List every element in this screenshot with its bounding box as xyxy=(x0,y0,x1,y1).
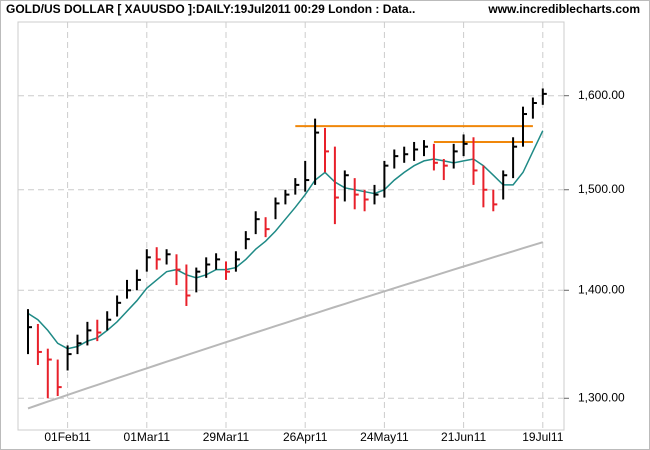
moving-average xyxy=(27,241,544,410)
source: www.incrediblecharts.com xyxy=(487,2,640,16)
x-tick-label: 01Mar11 xyxy=(124,430,171,444)
y-tick-label: 1,600.00 xyxy=(578,88,625,102)
x-tick-label: 21Jun11 xyxy=(441,430,486,444)
moving-average xyxy=(27,130,544,350)
x-tick-label: 19Jul11 xyxy=(522,430,563,444)
x-tick-label: 01Feb11 xyxy=(44,430,91,444)
x-tick-label: 29Mar11 xyxy=(203,430,250,444)
y-tick-label: 1,400.00 xyxy=(578,282,625,296)
chart-title: GOLD/US DOLLAR [ XAUUSDO ]:DAILY:19Jul20… xyxy=(6,2,415,16)
x-tick-label: 24May11 xyxy=(360,430,409,444)
y-tick-label: 1,500.00 xyxy=(578,182,625,196)
plot-area xyxy=(17,21,565,431)
x-tick-label: 26Apr11 xyxy=(283,430,328,444)
y-tick-label: 1,300.00 xyxy=(578,390,625,404)
